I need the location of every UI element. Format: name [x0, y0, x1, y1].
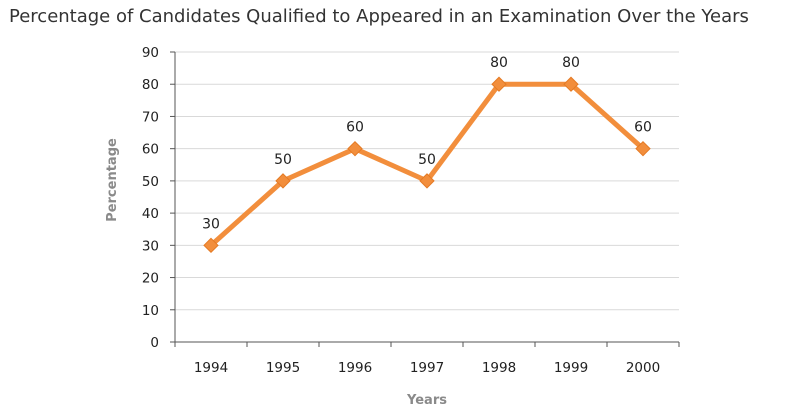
x-tick-label: 1996	[338, 360, 372, 376]
x-tick-label: 1994	[194, 360, 228, 376]
y-tick-label: 50	[142, 174, 159, 190]
data-label: 60	[634, 120, 652, 136]
y-tick-label: 0	[150, 335, 159, 351]
y-tick-label: 60	[142, 142, 159, 158]
data-point-marker	[419, 173, 435, 189]
data-label: 30	[202, 216, 220, 232]
tick-labels: 0 10 20 30 40 50 60 70 80 90 1994 1995 1996 1997 1998 1…	[142, 45, 660, 376]
data-label: 80	[562, 55, 580, 71]
y-tick-label: 10	[142, 303, 159, 319]
x-tick-label: 1998	[482, 360, 516, 376]
x-tick-label: 1999	[554, 360, 588, 376]
data-labels: 30 50 60 50 80 80 60	[202, 55, 652, 232]
data-label: 50	[418, 152, 436, 168]
data-point-marker	[347, 140, 363, 157]
x-tick-label: 1997	[410, 360, 444, 376]
y-tick-label: 90	[142, 45, 159, 61]
data-label: 50	[274, 152, 292, 168]
markers	[203, 76, 651, 254]
data-point-marker	[491, 76, 507, 92]
y-tick-label: 30	[142, 238, 159, 254]
y-axis-title: Percentage	[105, 138, 120, 222]
y-tick-label: 80	[142, 77, 159, 93]
data-point-marker	[635, 140, 651, 157]
y-tick-label: 70	[142, 109, 159, 125]
x-axis-title: Years	[406, 393, 447, 408]
x-tick-label: 2000	[626, 360, 660, 376]
data-label: 80	[490, 55, 508, 71]
y-tick-label: 20	[142, 271, 159, 287]
data-point-marker	[203, 237, 219, 254]
x-tick-label: 1995	[266, 360, 300, 376]
chart-title: Percentage of Candidates Qualified to Ap…	[9, 6, 749, 27]
data-label: 60	[346, 120, 364, 136]
data-point-marker	[275, 173, 291, 189]
data-point-marker	[563, 76, 579, 92]
axes	[170, 51, 680, 347]
y-tick-label: 40	[142, 206, 159, 222]
